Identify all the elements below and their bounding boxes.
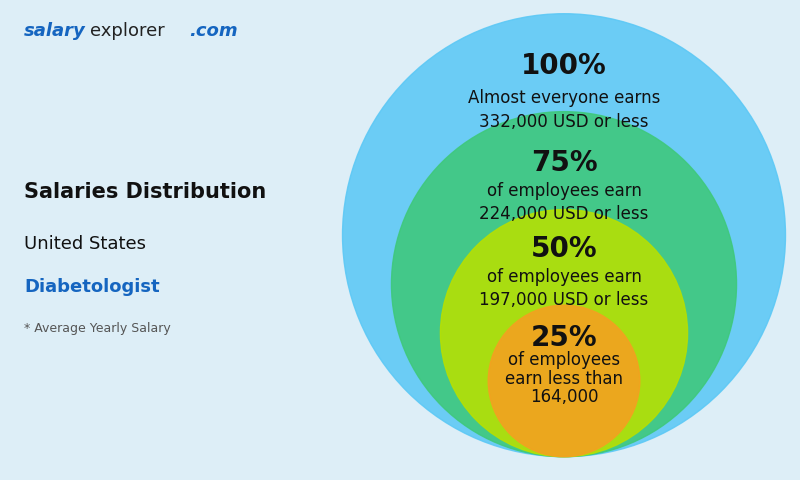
- Circle shape: [391, 112, 737, 456]
- Circle shape: [342, 14, 786, 456]
- Text: 100%: 100%: [521, 52, 607, 80]
- Text: Almost everyone earns: Almost everyone earns: [468, 89, 660, 107]
- Text: Diabetologist: Diabetologist: [24, 278, 160, 296]
- Text: salary: salary: [24, 22, 86, 40]
- Text: 25%: 25%: [530, 324, 598, 352]
- Circle shape: [488, 305, 640, 456]
- Text: * Average Yearly Salary: * Average Yearly Salary: [24, 322, 170, 335]
- Text: 164,000: 164,000: [530, 388, 598, 406]
- Text: 197,000 USD or less: 197,000 USD or less: [479, 291, 649, 310]
- Text: of employees earn: of employees earn: [486, 268, 642, 286]
- Text: of employees earn: of employees earn: [486, 182, 642, 200]
- Text: Salaries Distribution: Salaries Distribution: [24, 182, 266, 203]
- Text: explorer: explorer: [90, 22, 164, 40]
- Text: 332,000 USD or less: 332,000 USD or less: [479, 113, 649, 131]
- Circle shape: [441, 210, 687, 456]
- Text: of employees: of employees: [508, 351, 620, 369]
- Text: earn less than: earn less than: [505, 370, 623, 387]
- Text: 50%: 50%: [530, 235, 598, 263]
- Text: .com: .com: [190, 22, 238, 40]
- Text: 224,000 USD or less: 224,000 USD or less: [479, 205, 649, 223]
- Text: United States: United States: [24, 235, 146, 253]
- Text: 75%: 75%: [530, 149, 598, 177]
